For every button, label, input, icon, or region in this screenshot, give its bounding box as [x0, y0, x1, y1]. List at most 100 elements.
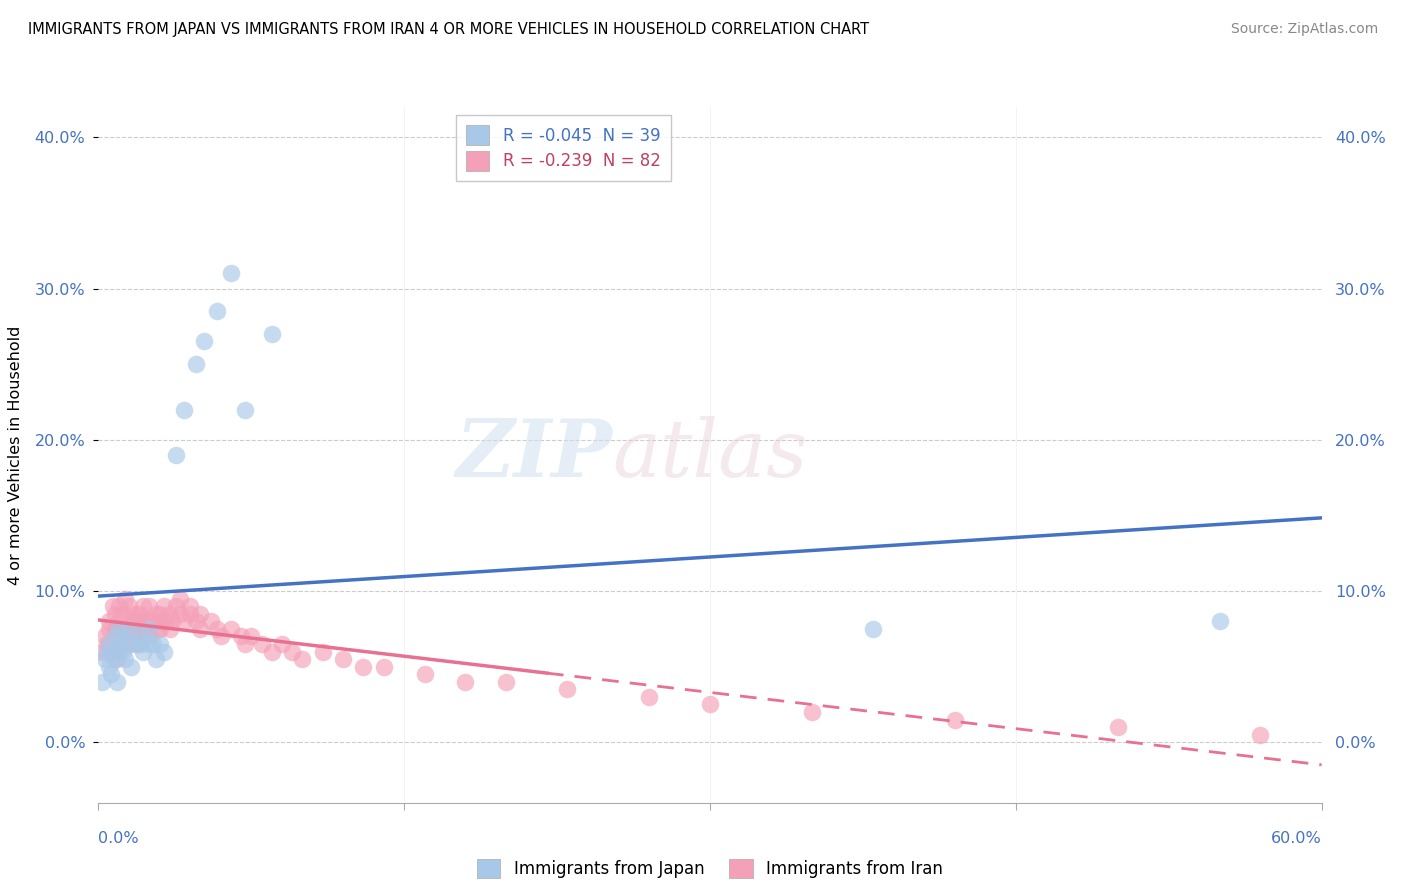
Point: [114, 652, 136, 666]
Point: [160, 615, 183, 629]
Point: [186, 615, 208, 629]
Point: [97, 615, 120, 629]
Point: [193, 334, 215, 349]
Point: [165, 448, 187, 462]
Point: [104, 622, 127, 636]
Point: [179, 599, 201, 614]
Point: [128, 629, 150, 643]
Point: [557, 682, 579, 697]
Point: [96, 644, 118, 658]
Point: [138, 629, 160, 643]
Point: [332, 652, 354, 666]
Point: [122, 607, 145, 621]
Point: [120, 615, 142, 629]
Point: [165, 599, 187, 614]
Point: [943, 713, 966, 727]
Point: [104, 652, 127, 666]
Point: [104, 607, 127, 621]
Text: IMMIGRANTS FROM JAPAN VS IMMIGRANTS FROM IRAN 4 OR MORE VEHICLES IN HOUSEHOLD CO: IMMIGRANTS FROM JAPAN VS IMMIGRANTS FROM…: [28, 22, 869, 37]
Point: [97, 659, 120, 673]
Point: [108, 644, 131, 658]
Point: [179, 607, 201, 621]
Point: [231, 629, 253, 643]
Point: [159, 607, 181, 621]
Point: [138, 615, 160, 629]
Point: [93, 652, 115, 666]
Point: [108, 622, 131, 636]
Point: [200, 615, 222, 629]
Point: [145, 652, 167, 666]
Point: [209, 629, 232, 643]
Point: [260, 644, 283, 658]
Point: [142, 615, 165, 629]
Point: [149, 615, 172, 629]
Point: [124, 615, 146, 629]
Point: [413, 667, 436, 681]
Point: [312, 644, 335, 658]
Point: [291, 652, 314, 666]
Point: [104, 629, 127, 643]
Point: [114, 591, 136, 606]
Point: [169, 591, 191, 606]
Point: [205, 304, 228, 318]
Legend: Immigrants from Japan, Immigrants from Iran: Immigrants from Japan, Immigrants from I…: [471, 853, 949, 885]
Point: [169, 607, 191, 621]
Point: [219, 267, 242, 281]
Point: [97, 622, 120, 636]
Point: [152, 644, 174, 658]
Point: [111, 607, 134, 621]
Point: [111, 637, 134, 651]
Point: [134, 622, 156, 636]
Point: [233, 637, 256, 651]
Point: [124, 629, 146, 643]
Point: [270, 637, 294, 651]
Text: ZIP: ZIP: [456, 417, 612, 493]
Text: 60.0%: 60.0%: [1271, 831, 1322, 846]
Point: [110, 622, 132, 636]
Point: [132, 615, 155, 629]
Point: [149, 607, 172, 621]
Point: [132, 599, 155, 614]
Point: [146, 622, 169, 636]
Point: [454, 674, 477, 689]
Point: [250, 637, 273, 651]
Point: [108, 599, 131, 614]
Text: 0.0%: 0.0%: [98, 831, 139, 846]
Point: [108, 629, 131, 643]
Point: [145, 607, 167, 621]
Point: [638, 690, 661, 704]
Point: [100, 667, 122, 681]
Point: [118, 599, 141, 614]
Point: [159, 622, 181, 636]
Point: [142, 637, 165, 651]
Point: [862, 622, 884, 636]
Point: [128, 629, 150, 643]
Point: [1209, 615, 1232, 629]
Point: [801, 705, 824, 719]
Point: [240, 629, 263, 643]
Point: [111, 644, 134, 658]
Point: [260, 326, 283, 341]
Point: [149, 637, 172, 651]
Point: [699, 698, 721, 712]
Point: [373, 659, 395, 673]
Point: [101, 599, 124, 614]
Point: [118, 622, 141, 636]
Text: Source: ZipAtlas.com: Source: ZipAtlas.com: [1230, 22, 1378, 37]
Point: [108, 637, 131, 651]
Point: [173, 402, 195, 417]
Point: [118, 637, 141, 651]
Point: [138, 622, 160, 636]
Point: [138, 637, 160, 651]
Text: atlas: atlas: [612, 417, 807, 493]
Point: [127, 637, 149, 651]
Point: [352, 659, 374, 673]
Point: [128, 607, 150, 621]
Y-axis label: 4 or more Vehicles in Household: 4 or more Vehicles in Household: [8, 326, 24, 584]
Point: [118, 622, 141, 636]
Point: [100, 644, 122, 658]
Point: [281, 644, 304, 658]
Point: [149, 622, 172, 636]
Point: [495, 674, 517, 689]
Point: [132, 644, 155, 658]
